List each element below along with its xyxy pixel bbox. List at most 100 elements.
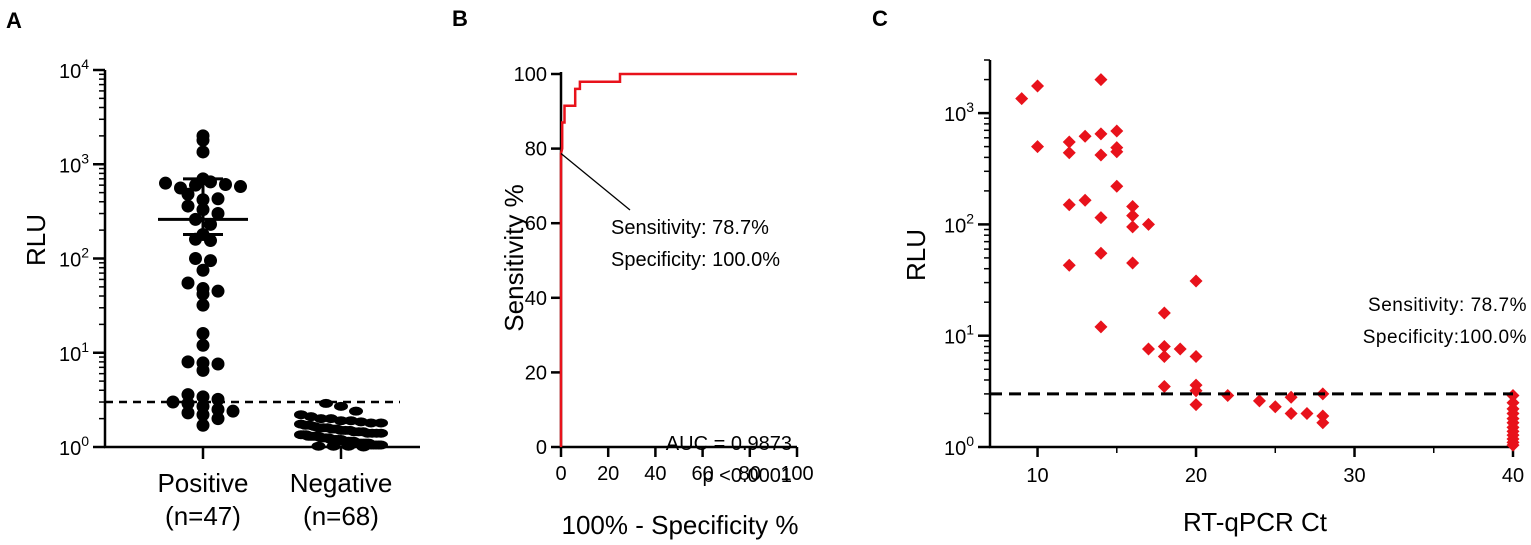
panel-b-y-tick-label: 100 <box>514 64 547 86</box>
panel-b-x-axis-title: 100% - Specificity % <box>562 510 799 540</box>
data-point <box>1094 246 1108 260</box>
positive-point <box>181 355 195 369</box>
panel-a-y-tick-label: 104 <box>59 56 89 83</box>
panel-b-y-tick-label: 20 <box>525 362 547 384</box>
positive-point <box>211 412 225 426</box>
data-point <box>1300 406 1314 420</box>
data-point <box>1506 438 1520 452</box>
panel-b-x-tick-label: 100 <box>780 463 813 485</box>
panel-c-x-axis-title: RT-qPCR Ct <box>1183 507 1328 537</box>
panel-c-points <box>1015 73 1520 452</box>
negative-point <box>326 441 341 451</box>
data-point <box>1126 199 1140 213</box>
positive-point <box>204 175 217 189</box>
positive-point <box>189 178 202 192</box>
panel-a-axes <box>103 70 420 459</box>
positive-point <box>189 232 202 246</box>
positive-point <box>196 145 210 159</box>
data-point <box>1062 198 1076 212</box>
panel-b-y-axis-title: Sensitivity % <box>499 184 529 331</box>
negative-point <box>374 428 388 438</box>
positive-point <box>181 199 195 213</box>
data-point <box>1221 389 1235 403</box>
panel-c-chart: RLU RT-qPCR Ct 100 101 102 103 10 20 30 40 Sens… <box>901 59 1527 537</box>
positive-point <box>181 396 195 410</box>
panel-b-roc <box>559 72 797 447</box>
data-point <box>1015 92 1029 106</box>
panel-letter-b: B <box>452 6 468 31</box>
positive-point <box>211 192 225 206</box>
data-point <box>1062 258 1076 272</box>
data-point <box>1031 79 1045 93</box>
panel-c-y-tick-label: 100 <box>944 433 974 460</box>
panel-a-y-axis-title: RLU <box>21 214 51 266</box>
data-point <box>1062 135 1076 149</box>
positive-point <box>196 133 210 147</box>
panel-c-ticks: 100 101 102 103 10 20 30 40 <box>944 59 1524 487</box>
panel-a-chart: RLU 100 101 102 103 104 Positive (n=47) Nega… <box>21 56 420 531</box>
data-point <box>1094 211 1108 225</box>
positive-point <box>159 176 172 190</box>
positive-point <box>204 234 217 248</box>
negative-group-label: Negative <box>290 468 393 498</box>
positive-point <box>181 187 195 201</box>
negative-point <box>349 406 363 416</box>
data-point <box>1316 416 1330 430</box>
positive-point <box>196 363 210 377</box>
positive-point <box>196 327 210 341</box>
positive-point <box>226 404 240 418</box>
panel-b-x-tick-label: 40 <box>644 463 666 485</box>
negative-point <box>311 441 326 451</box>
data-point <box>1094 320 1108 334</box>
data-point <box>1110 145 1124 159</box>
negative-group-count: (n=68) <box>303 501 379 531</box>
data-point <box>1078 129 1092 143</box>
positive-point <box>234 180 247 194</box>
panel-b-y-tick-label: 40 <box>525 288 547 310</box>
positive-group-label: Positive <box>157 468 248 498</box>
data-point <box>1157 350 1171 364</box>
panel-a-overlay <box>105 177 400 404</box>
data-point <box>1189 398 1203 412</box>
negative-point <box>364 418 378 428</box>
data-point <box>1157 306 1171 320</box>
data-point <box>1110 179 1124 193</box>
positive-point <box>196 338 210 352</box>
panel-b-y-tick-label: 60 <box>525 213 547 235</box>
data-point <box>1094 127 1108 141</box>
data-point <box>1157 379 1171 393</box>
positive-point <box>196 390 210 404</box>
data-point <box>1126 220 1140 234</box>
data-point <box>1110 124 1124 138</box>
positive-point <box>211 207 225 221</box>
data-point <box>1031 140 1045 154</box>
data-point <box>1252 394 1266 408</box>
panel-b-x-tick-label: 20 <box>597 463 619 485</box>
data-point <box>1189 350 1203 364</box>
panel-a-x-labels: Positive (n=47) Negative (n=68) <box>157 468 392 531</box>
panel-letter-c: C <box>872 6 888 31</box>
auc-label: AUC = 0.9873 <box>666 433 792 455</box>
positive-point <box>196 408 210 422</box>
panel-b-x-tick-label: 60 <box>691 463 713 485</box>
panel-c-x-tick-label: 40 <box>1502 465 1524 487</box>
negative-point <box>374 418 388 428</box>
roc-specificity-annotation: Specificity: 100.0% <box>611 249 780 271</box>
positive-point <box>219 177 232 191</box>
negative-point <box>334 401 348 411</box>
panel-c-x-tick-label: 30 <box>1343 465 1365 487</box>
data-point <box>1506 389 1520 403</box>
panel-b-chart: Sensitivity % 100% - Specificity % 0 20 40… <box>499 64 814 540</box>
panel-c-sensitivity-annotation: Sensitivity: 78.7% <box>1368 295 1527 316</box>
panel-letter-a: A <box>6 8 22 33</box>
data-point <box>1284 406 1298 420</box>
panel-a-y-tick-label: 101 <box>59 339 89 366</box>
data-point <box>1126 209 1140 223</box>
panel-c-y-tick-label: 103 <box>944 99 974 126</box>
panel-c-x-tick-label: 10 <box>1026 465 1048 487</box>
panel-c-y-axis-title: RLU <box>901 229 931 281</box>
panel-c-y-tick-label: 102 <box>944 210 974 237</box>
roc-sensitivity-annotation: Sensitivity: 78.7% <box>611 217 769 239</box>
negative-point <box>334 416 348 426</box>
